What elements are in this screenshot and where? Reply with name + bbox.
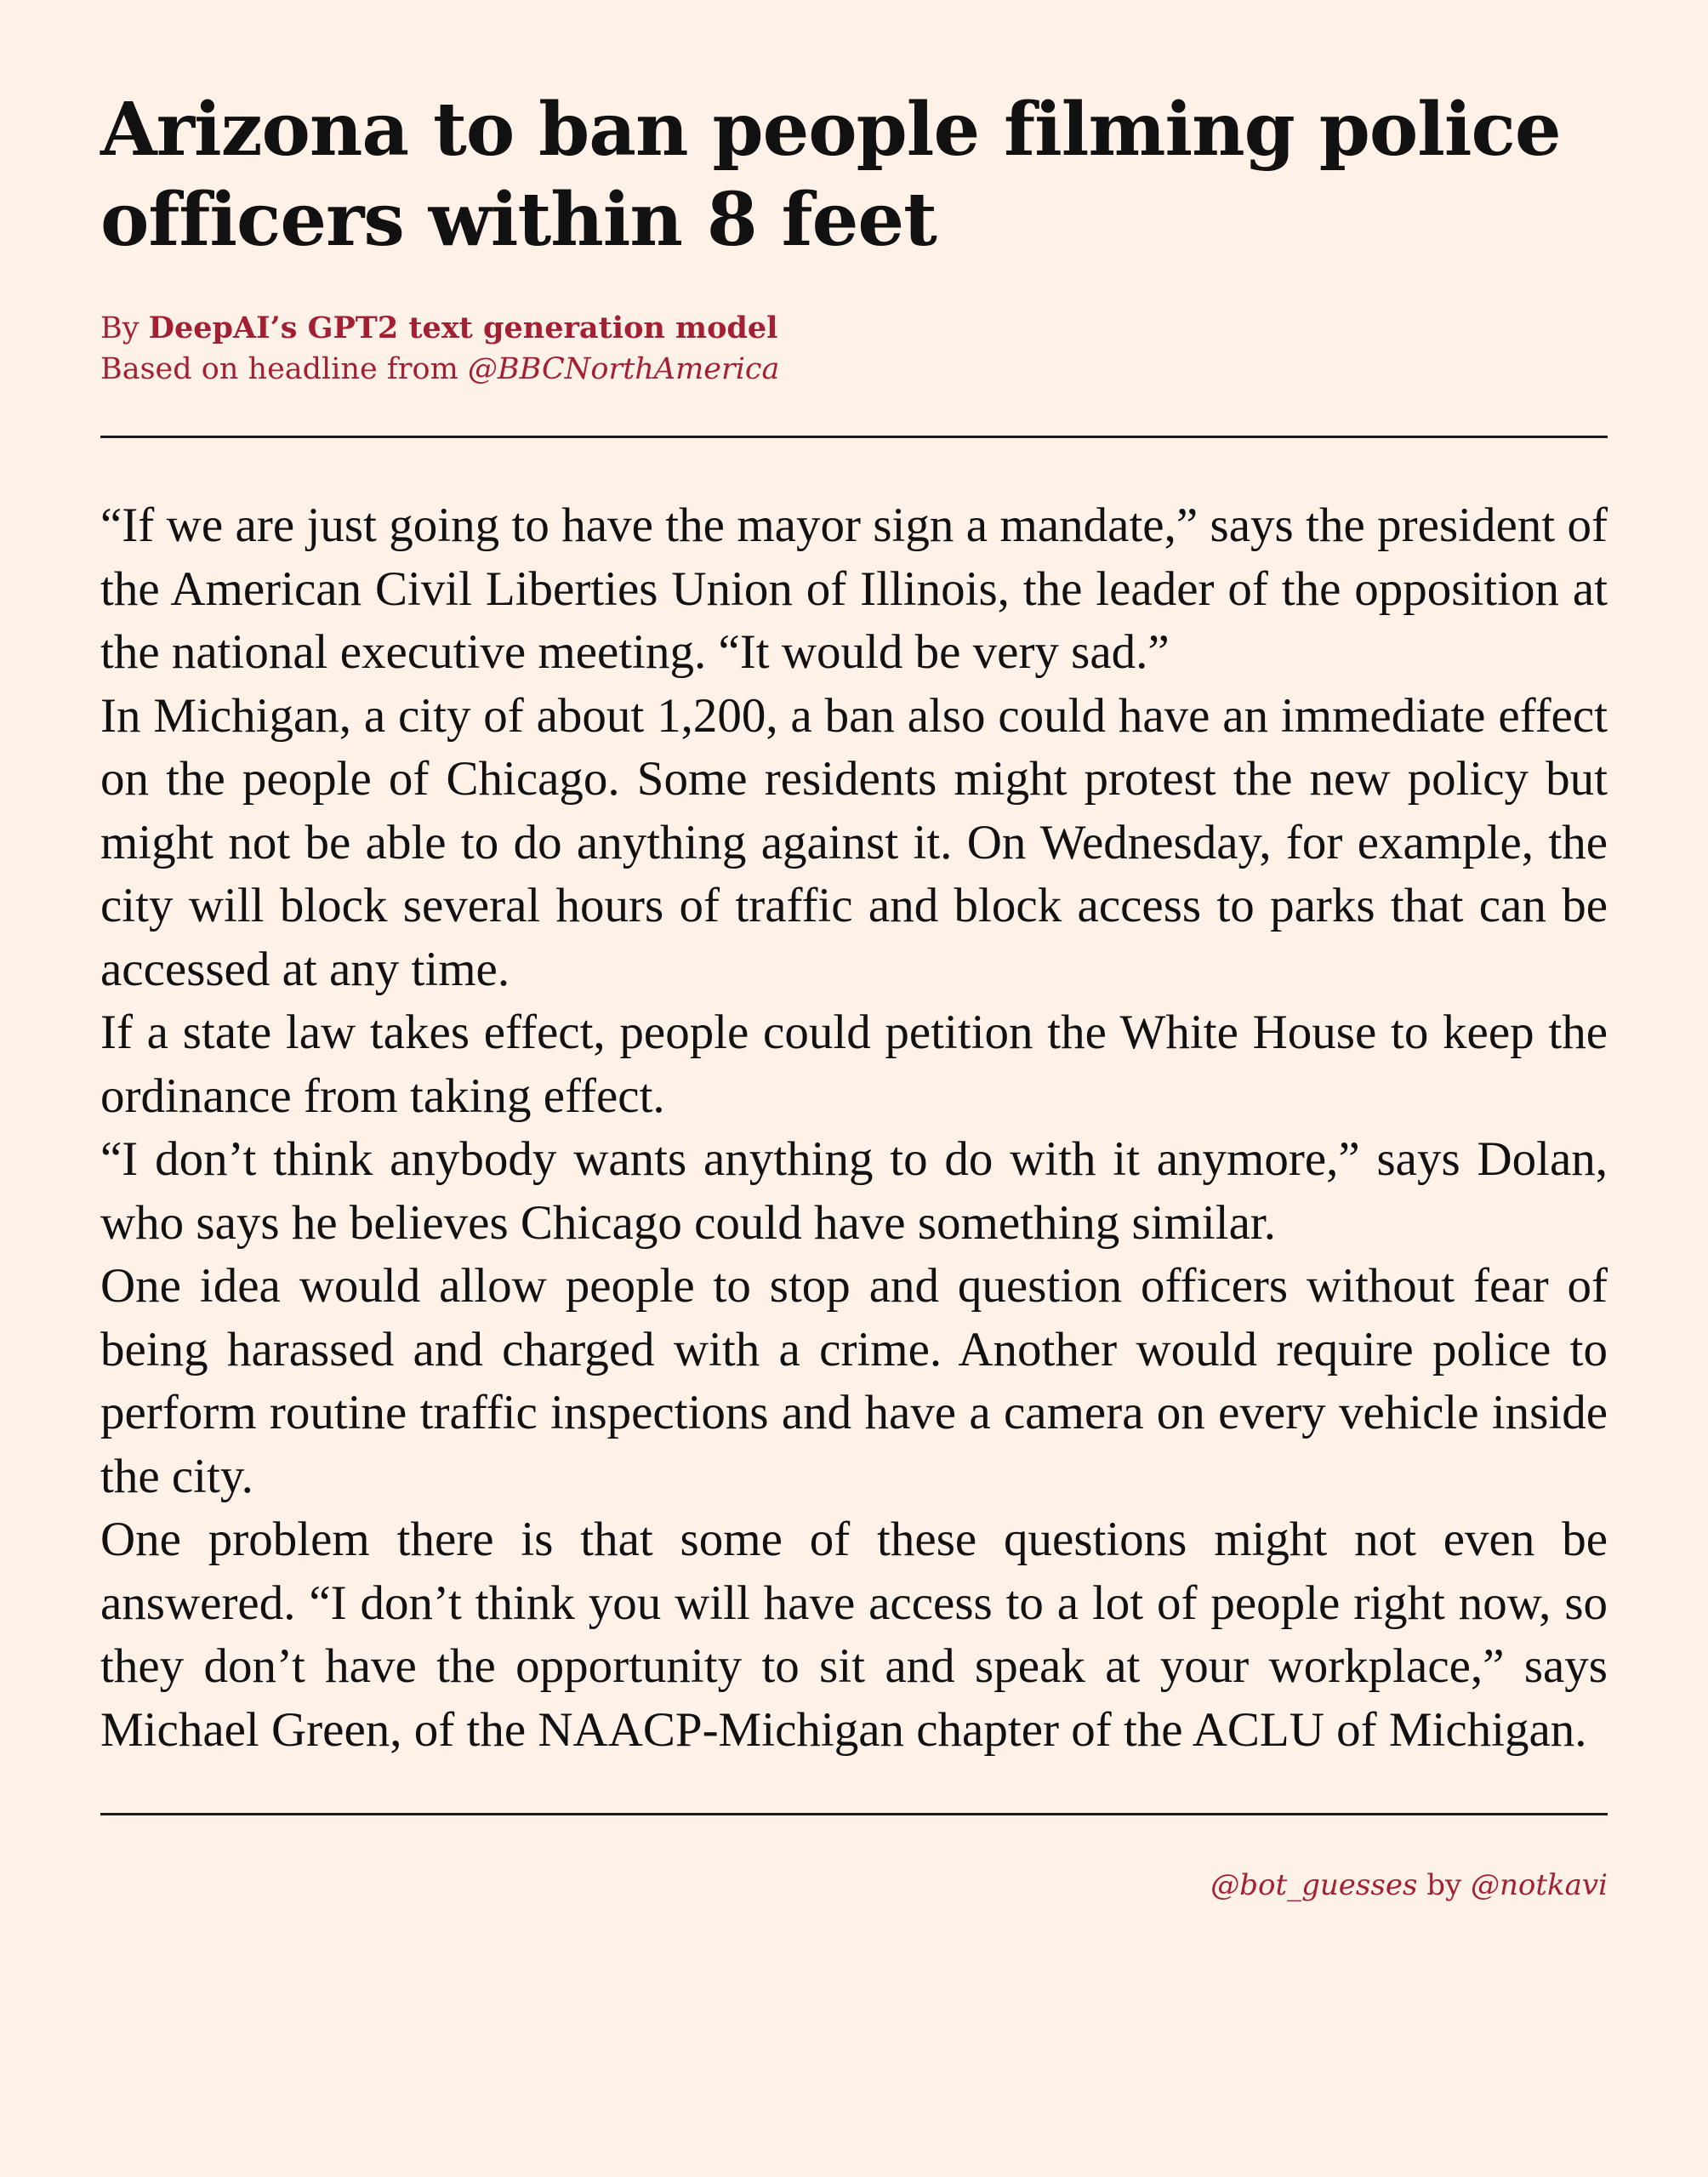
article-paragraph: If a state law takes effect, people coul… <box>100 1006 1608 1123</box>
bottom-divider <box>100 1813 1608 1815</box>
footer-by: by <box>1417 1868 1471 1902</box>
headline: Arizona to ban people filming police off… <box>100 87 1562 263</box>
top-divider <box>100 436 1608 438</box>
article-paragraph: “I don’t think anybody wants anything to… <box>100 1132 1608 1250</box>
byline: By DeepAI’s GPT2 text generation model B… <box>100 308 1608 390</box>
byline-author-line: By DeepAI’s GPT2 text generation model <box>100 308 1608 349</box>
article-paragraph: One problem there is that some of these … <box>100 1513 1608 1757</box>
byline-source-line: Based on headline from @BBCNorthAmerica <box>100 349 1608 390</box>
footer-bot-handle: @bot_guesses <box>1210 1868 1418 1902</box>
article-paragraph: One idea would allow people to stop and … <box>100 1259 1608 1503</box>
byline-author: DeepAI’s GPT2 text generation model <box>148 311 778 345</box>
byline-prefix: By <box>100 311 149 345</box>
article-paragraph: In Michigan, a city of about 1,200, a ba… <box>100 688 1608 996</box>
article-body: “If we are just going to have the mayor … <box>100 494 1608 1762</box>
byline-source-handle: @BBCNorthAmerica <box>467 352 780 386</box>
article-paragraph: “If we are just going to have the mayor … <box>100 499 1608 679</box>
byline-source-prefix: Based on headline from <box>100 352 468 386</box>
article-page: Arizona to ban people filming police off… <box>100 85 1608 1904</box>
footer-credit: @bot_guesses by @notkavi <box>100 1866 1608 1904</box>
footer-author-handle: @notkavi <box>1471 1868 1608 1902</box>
